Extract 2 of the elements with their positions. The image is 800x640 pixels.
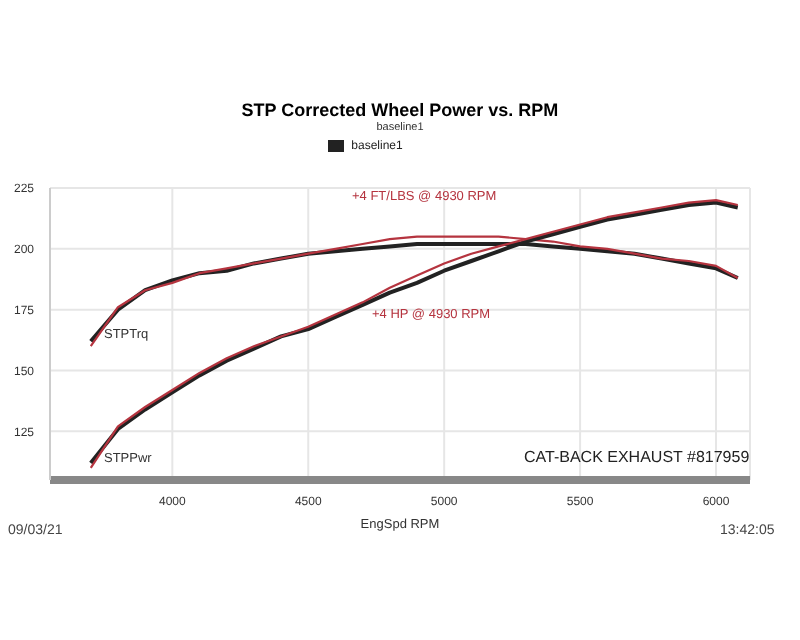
annotation: CAT-BACK EXHAUST #817959	[524, 448, 750, 466]
chart-title: STP Corrected Wheel Power vs. RPM	[239, 100, 561, 120]
